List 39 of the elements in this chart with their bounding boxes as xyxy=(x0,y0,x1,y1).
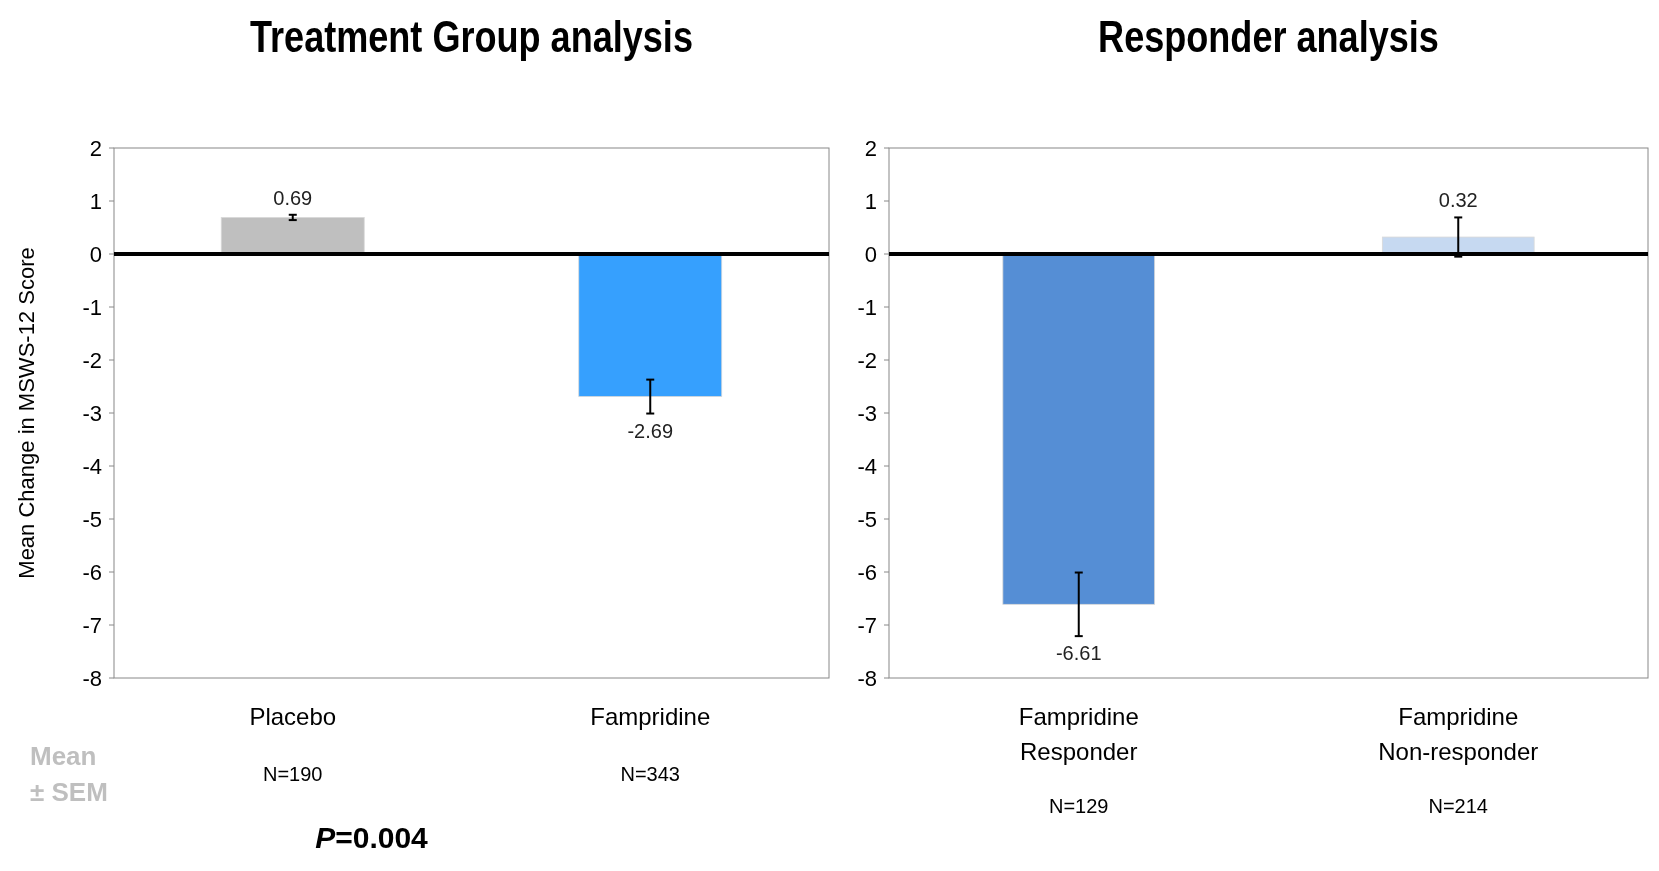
y-tick-label: -6 xyxy=(857,560,877,585)
y-tick-label: 0 xyxy=(864,242,877,267)
y-tick-label: -1 xyxy=(82,295,102,320)
y-tick-label: 1 xyxy=(89,189,102,214)
x-tick-label: Fampridine Non-responder xyxy=(1378,703,1539,765)
text: P=0.004 xyxy=(315,821,429,854)
y-tick-label: -2 xyxy=(82,348,102,373)
y-tick-label: -7 xyxy=(857,613,877,638)
y-tick-label: -5 xyxy=(82,507,102,532)
y-tick-label: 2 xyxy=(89,136,102,161)
y-tick-label: -3 xyxy=(857,401,877,426)
y-tick-label: -8 xyxy=(82,666,102,691)
y-tick-label: -3 xyxy=(82,401,102,426)
y-tick-label: 2 xyxy=(864,136,877,161)
y-tick-label: -2 xyxy=(857,348,877,373)
x-tick-label: Fampridine Responder xyxy=(1018,703,1139,765)
y-tick-label: -7 xyxy=(82,613,102,638)
y-tick-label: -4 xyxy=(857,454,877,479)
data-label: -2.69 xyxy=(627,419,674,442)
text: N=343 xyxy=(620,763,680,785)
y-tick-label: -8 xyxy=(857,666,877,691)
y-tick-label: 1 xyxy=(864,189,877,214)
y-tick-label: -6 xyxy=(82,560,102,585)
y-tick-label: -1 xyxy=(857,295,877,320)
text: N=214 xyxy=(1428,795,1488,817)
chart-title: Responder analysis xyxy=(1098,12,1439,62)
text: Mean ± SEM xyxy=(30,741,108,807)
data-label: 0.69 xyxy=(273,186,313,209)
text: N=190 xyxy=(263,763,323,785)
chart-title: Treatment Group analysis xyxy=(250,12,693,62)
y-tick-label: 0 xyxy=(89,242,102,267)
y-tick-label: -5 xyxy=(857,507,877,532)
y-axis-title: Mean Change in MSWS-12 Score xyxy=(14,247,39,579)
x-tick-label: Placebo xyxy=(249,703,337,730)
data-label: -6.61 xyxy=(1055,642,1102,665)
data-label: 0.32 xyxy=(1438,189,1478,212)
x-tick-label: Fampridine xyxy=(590,703,711,730)
text: N=129 xyxy=(1049,795,1109,817)
y-tick-label: -4 xyxy=(82,454,102,479)
